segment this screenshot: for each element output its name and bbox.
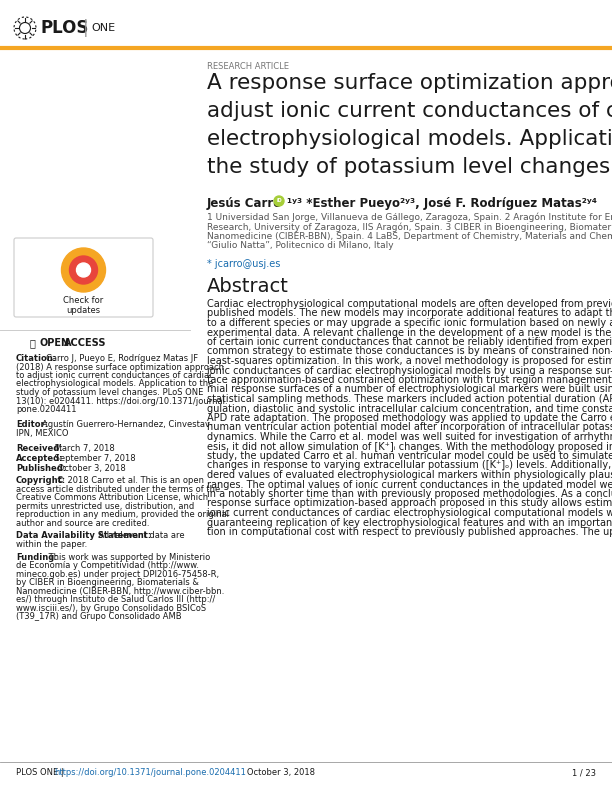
Text: common strategy to estimate those conductances is by means of constrained non-li: common strategy to estimate those conduc…: [207, 347, 612, 356]
Text: study of potassium level changes. PLoS ONE: study of potassium level changes. PLoS O…: [16, 388, 203, 397]
Text: by CIBER in Bioengineering, Biomaterials &: by CIBER in Bioengineering, Biomaterials…: [16, 578, 199, 587]
Text: Accepted:: Accepted:: [16, 454, 64, 463]
Text: permits unrestricted use, distribution, and: permits unrestricted use, distribution, …: [16, 501, 194, 511]
Text: 🔓: 🔓: [30, 338, 36, 348]
Text: Data Availability Statement:: Data Availability Statement:: [16, 531, 151, 540]
Text: © 2018 Carro et al. This is an open: © 2018 Carro et al. This is an open: [54, 476, 204, 485]
Text: 1 Universidad San Jorge, Villanueva de Gállego, Zaragoza, Spain. 2 Aragón Instit: 1 Universidad San Jorge, Villanueva de G…: [207, 213, 612, 223]
Text: Research, University of Zaragoza, IIS Aragón, Spain. 3 CIBER in Bioengineering, : Research, University of Zaragoza, IIS Ar…: [207, 223, 612, 232]
Text: Carro J, Pueyo E, Rodríguez Matas JF: Carro J, Pueyo E, Rodríguez Matas JF: [46, 354, 198, 363]
Text: This work was supported by Ministerio: This work was supported by Ministerio: [46, 553, 211, 562]
Text: Abstract: Abstract: [207, 277, 289, 296]
Text: |: |: [83, 19, 89, 37]
Text: ONE: ONE: [91, 23, 115, 33]
Text: updates: updates: [67, 306, 100, 315]
Text: response surface optimization-based approach proposed in this study allows estim: response surface optimization-based appr…: [207, 498, 612, 508]
Text: to a different species or may upgrade a specific ionic formulation based on newl: to a different species or may upgrade a …: [207, 318, 612, 328]
Text: gulation, diastolic and systolic intracellular calcium concentration, and time c: gulation, diastolic and systolic intrace…: [207, 403, 612, 413]
Text: Nanomedicine (CIBER-BBN, http://www.ciber-bbn.: Nanomedicine (CIBER-BBN, http://www.cibe…: [16, 587, 225, 596]
Text: face approximation-based constrained optimization with trust region management. : face approximation-based constrained opt…: [207, 375, 612, 385]
Text: March 7, 2018: March 7, 2018: [52, 444, 115, 453]
Text: Published:: Published:: [16, 464, 66, 473]
Text: adjust ionic current conductances of cardiac: adjust ionic current conductances of car…: [207, 101, 612, 121]
Text: to adjust ionic current conductances of cardiac: to adjust ionic current conductances of …: [16, 371, 214, 380]
Text: esis, it did not allow simulation of [K⁺]ᵢ changes. With the methodology propose: esis, it did not allow simulation of [K⁺…: [207, 441, 612, 451]
Circle shape: [76, 263, 91, 277]
Text: ¹ʸ³ *Esther Pueyo²ʸ³, José F. Rodríguez Matas²ʸ⁴: ¹ʸ³ *Esther Pueyo²ʸ³, José F. Rodríguez …: [287, 197, 597, 210]
Text: September 7, 2018: September 7, 2018: [52, 454, 136, 463]
Text: tion in computational cost with respect to previously published approaches. The : tion in computational cost with respect …: [207, 527, 612, 537]
Text: human ventricular action potential model after incorporation of intracellular po: human ventricular action potential model…: [207, 422, 612, 432]
Text: Editor:: Editor:: [16, 421, 48, 429]
Text: de Economía y Competitividad (http://www.: de Economía y Competitividad (http://www…: [16, 561, 199, 570]
Text: 13(10): e0204411. https://doi.org/10.1371/journal.: 13(10): e0204411. https://doi.org/10.137…: [16, 397, 228, 406]
Text: ionic current conductances of cardiac electrophysiological computational models : ionic current conductances of cardiac el…: [207, 508, 612, 518]
Text: PLOS: PLOS: [40, 19, 88, 37]
Text: guaranteeing replication of key electrophysiological features and with an import: guaranteeing replication of key electrop…: [207, 517, 612, 527]
Text: access article distributed under the terms of the: access article distributed under the ter…: [16, 485, 220, 493]
Circle shape: [61, 248, 105, 292]
Text: * jcarro@usj.es: * jcarro@usj.es: [207, 259, 280, 269]
Text: All relevant data are: All relevant data are: [96, 531, 185, 540]
Text: within the paper.: within the paper.: [16, 540, 88, 549]
Text: OPEN: OPEN: [40, 338, 70, 348]
Text: of certain ionic current conductances that cannot be reliably identified from ex: of certain ionic current conductances th…: [207, 337, 612, 347]
Text: RESEARCH ARTICLE: RESEARCH ARTICLE: [207, 62, 289, 71]
Text: APD rate adaptation. The proposed methodology was applied to update the Carro et: APD rate adaptation. The proposed method…: [207, 413, 612, 423]
Text: A response surface optimization approach to: A response surface optimization approach…: [207, 73, 612, 93]
Text: Jesús Carro: Jesús Carro: [207, 197, 282, 210]
Text: mial response surfaces of a number of electrophysiological markers were built us: mial response surfaces of a number of el…: [207, 384, 612, 394]
Text: author and source are credited.: author and source are credited.: [16, 519, 149, 527]
Text: published models. The new models may incorporate additional features to adapt th: published models. The new models may inc…: [207, 309, 612, 318]
Text: Citation:: Citation:: [16, 354, 57, 363]
Text: ranges. The optimal values of ionic current conductances in the updated model we: ranges. The optimal values of ionic curr…: [207, 479, 612, 489]
Text: www.isciii.es/), by Grupo Consolidado BSICoS: www.isciii.es/), by Grupo Consolidado BS…: [16, 604, 206, 612]
FancyBboxPatch shape: [14, 238, 153, 317]
Circle shape: [274, 196, 284, 206]
Text: Funding:: Funding:: [16, 553, 58, 562]
Text: October 3, 2018: October 3, 2018: [55, 464, 125, 473]
Text: Nanomedicine (CIBER-BBN), Spain. 4 LaBS, Department of Chemistry, Materials and : Nanomedicine (CIBER-BBN), Spain. 4 LaBS,…: [207, 232, 612, 241]
Text: dynamics. While the Carro et al. model was well suited for investigation of arrh: dynamics. While the Carro et al. model w…: [207, 432, 612, 442]
Text: (2018) A response surface optimization approach: (2018) A response surface optimization a…: [16, 363, 224, 371]
Text: iD: iD: [276, 199, 282, 204]
Circle shape: [70, 256, 97, 284]
Text: reproduction in any medium, provided the original: reproduction in any medium, provided the…: [16, 510, 229, 519]
Text: PLOS ONE |: PLOS ONE |: [16, 768, 66, 777]
Text: Cardiac electrophysiological computational models are often developed from previ: Cardiac electrophysiological computation…: [207, 299, 612, 309]
Text: IPN, MEXICO: IPN, MEXICO: [16, 428, 69, 438]
Text: October 3, 2018: October 3, 2018: [239, 768, 315, 777]
Text: Received:: Received:: [16, 444, 62, 453]
Text: experimental data. A relevant challenge in the development of a new model is the: experimental data. A relevant challenge …: [207, 328, 612, 337]
Text: 1 / 23: 1 / 23: [572, 768, 596, 777]
Text: Copyright:: Copyright:: [16, 476, 66, 485]
Text: electrophysiological models. Application to: electrophysiological models. Application…: [207, 129, 612, 149]
Text: es/) through Instituto de Salud Carlos III (http://: es/) through Instituto de Salud Carlos I…: [16, 595, 215, 604]
Text: Check for: Check for: [64, 296, 103, 305]
Text: Creative Commons Attribution License, which: Creative Commons Attribution License, wh…: [16, 493, 208, 502]
Text: study, the updated Carro et al. human ventricular model could be used to simulat: study, the updated Carro et al. human ve…: [207, 451, 612, 461]
Text: “Giulio Natta”, Politecnico di Milano, Italy: “Giulio Natta”, Politecnico di Milano, I…: [207, 242, 394, 250]
Text: mineco.gob.es) under project DPI2016-75458-R,: mineco.gob.es) under project DPI2016-754…: [16, 569, 219, 579]
Text: ACCESS: ACCESS: [64, 338, 106, 348]
Text: pone.0204411: pone.0204411: [16, 405, 76, 414]
Text: dered values of evaluated electrophysiological markers within physiologically pl: dered values of evaluated electrophysiol…: [207, 470, 612, 480]
Text: statistical sampling methods. These markers included action potential duration (: statistical sampling methods. These mark…: [207, 394, 612, 404]
Text: electrophysiological models. Application to the: electrophysiological models. Application…: [16, 379, 214, 389]
Text: ionic conductances of cardiac electrophysiological models by using a response su: ionic conductances of cardiac electrophy…: [207, 365, 612, 375]
Text: (T39_17R) and Grupo Consolidado AMB: (T39_17R) and Grupo Consolidado AMB: [16, 612, 182, 621]
Text: https://doi.org/10.1371/journal.pone.0204411: https://doi.org/10.1371/journal.pone.020…: [54, 768, 246, 777]
Text: changes in response to varying extracellular potassium ([K⁺]ₒ) levels. Additiona: changes in response to varying extracell…: [207, 460, 612, 470]
Text: Agustín Guerrero-Hernandez, Cinvestav-: Agustín Guerrero-Hernandez, Cinvestav-: [42, 421, 213, 429]
Text: least-squares optimization. In this work, a novel methodology is proposed for es: least-squares optimization. In this work…: [207, 356, 612, 366]
Text: in a notably shorter time than with previously proposed methodologies. As a conc: in a notably shorter time than with prev…: [207, 489, 612, 499]
Text: the study of potassium level changes: the study of potassium level changes: [207, 157, 610, 177]
